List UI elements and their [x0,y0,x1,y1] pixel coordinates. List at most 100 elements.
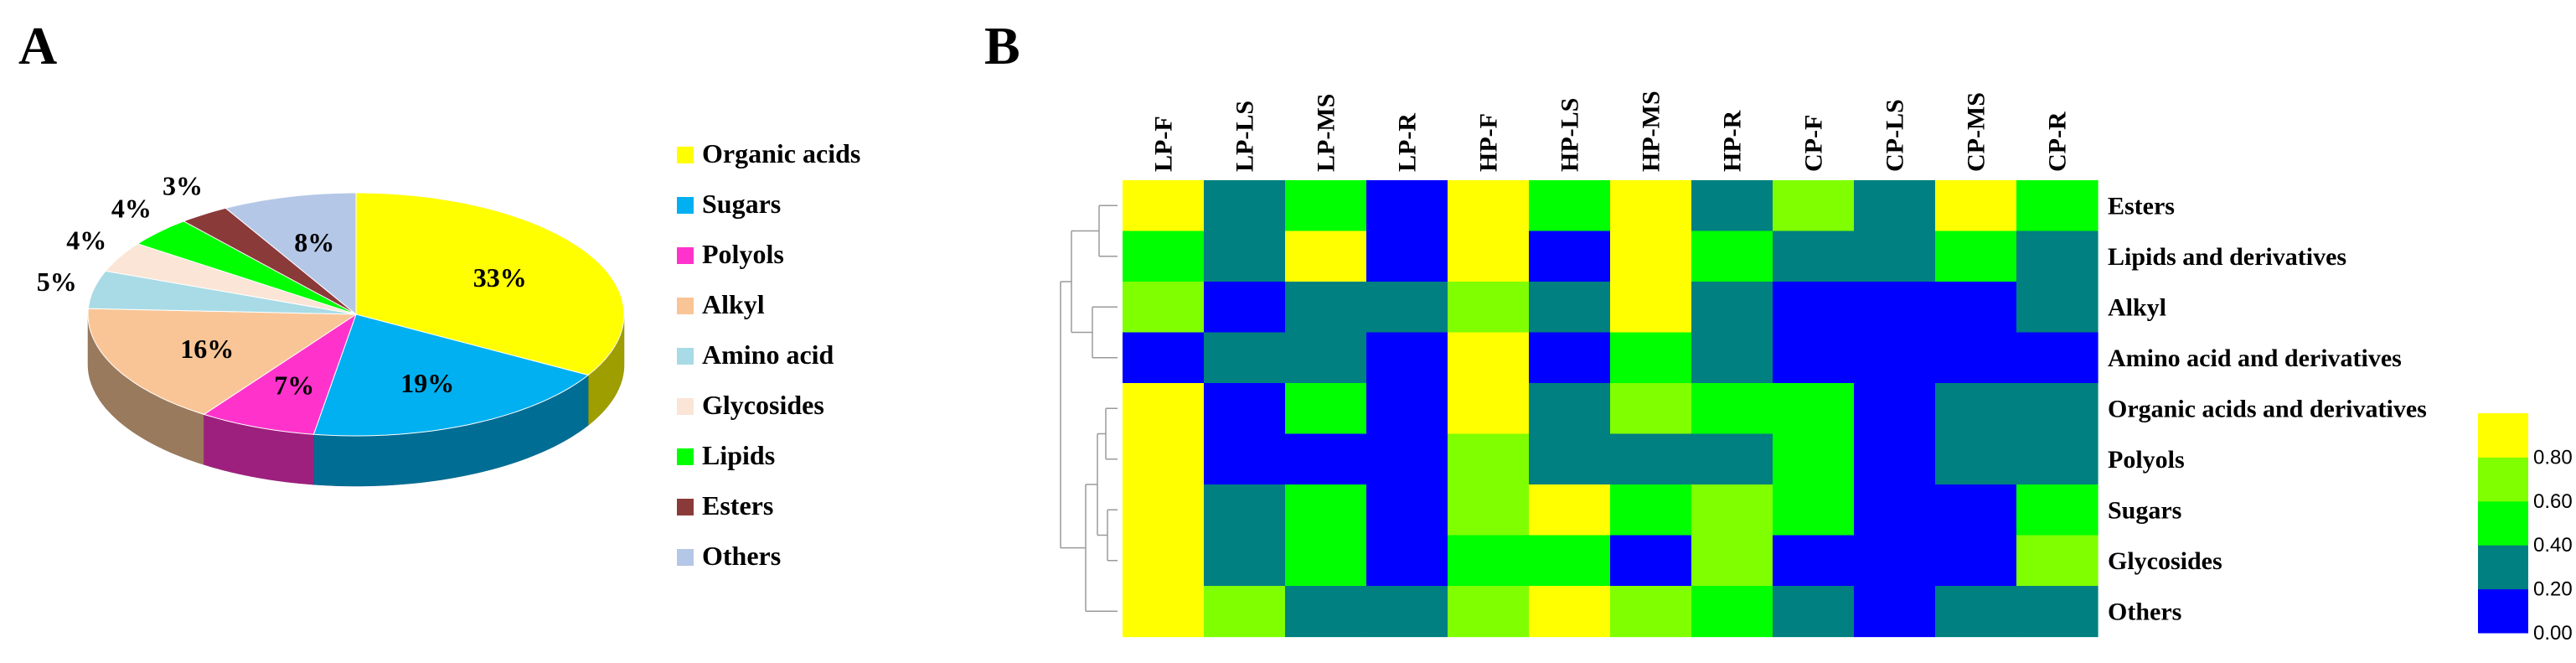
heatmap-row-label: Sugars [2108,496,2181,524]
colorbar-segment [2478,545,2528,590]
legend-label: Esters [702,490,773,521]
heatmap-column-label: HP-MS [1638,91,1665,172]
heatmap-cell [1204,332,1286,384]
heatmap-cell [1854,586,1936,638]
heatmap-cell [1854,180,1936,232]
heatmap-row-label: Others [2108,598,2181,625]
colorbar-tick-label: 0.00 [2533,622,2573,645]
pie-legend: Organic acids Sugars Polyols Alkyl Amino aci… [677,138,860,571]
legend-swatch [677,448,694,465]
heatmap-cell [2016,230,2098,282]
heatmap-cell [1773,230,1855,282]
heatmap-cell [1610,332,1692,384]
legend-label: Sugars [702,189,781,219]
heatmap-cell [1691,484,1773,536]
legend-label: Organic acids [702,138,860,168]
heatmap-cell [1204,383,1286,435]
heatmap-cell [1691,180,1773,232]
heatmap-column-label: HP-LS [1556,98,1584,172]
heatmap-column-label: LP-LS [1231,101,1259,172]
heatmap-cell [1610,484,1692,536]
legend-swatch [677,147,694,163]
heatmap-cell [1204,586,1286,638]
heatmap-cell [1691,433,1773,485]
heatmap-cell [1529,535,1611,587]
heatmap-cell [1123,282,1205,334]
heatmap-cell [1854,332,1936,384]
heatmap-row-label: Alkyl [2108,293,2166,321]
heatmap: LP-F LP-LS LP-MS LP-R HP-F HP-LS HP-MS HP-R CP-F… [1123,91,2427,638]
heatmap-cell [1448,332,1530,384]
heatmap-cell [1773,282,1855,334]
heatmap-cell [1448,282,1530,334]
legend-label: Lipids [702,440,775,470]
heatmap-cell [2016,332,2098,384]
heatmap-cell [1773,433,1855,485]
pie-slice-esters [183,207,357,315]
heatmap-cell [1529,230,1611,282]
pie-value-label: 7% [274,370,314,401]
heatmap-column-label: LP-R [1394,113,1422,172]
heatmap-cell [1773,586,1855,638]
heatmap-cell [1691,586,1773,638]
heatmap-cell [1935,282,2017,334]
pie-value-label: 4% [66,225,106,256]
heatmap-cell [1529,383,1611,435]
heatmap-cell [1854,535,1936,587]
heatmap-column-label: LP-F [1150,116,1178,172]
heatmap-cell [1285,180,1367,232]
heatmap-row-label: Polyols [2108,446,2185,474]
pie-value-label: 19% [400,368,454,398]
heatmap-cell [1285,230,1367,282]
heatmap-column-label: CP-LS [1882,99,1909,172]
pie-value-label: 8% [294,227,334,257]
heatmap-cell [1123,586,1205,638]
heatmap-cell [1285,282,1367,334]
heatmap-cell [1366,282,1448,334]
heatmap-row-label: Esters [2108,192,2175,220]
heatmap-cell [1935,332,2017,384]
heatmap-cell [1610,586,1692,638]
heatmap-cell [1285,332,1367,384]
heatmap-cell [2016,535,2098,587]
heatmap-cell [1854,383,1936,435]
heatmap-cell [1204,535,1286,587]
pie-value-label: 16% [180,334,234,364]
heatmap-cell [1529,332,1611,384]
heatmap-cell [1366,180,1448,232]
legend-label: Others [702,541,781,571]
heatmap-cell [1691,535,1773,587]
heatmap-cell [1773,180,1855,232]
heatmap-cell [1285,484,1367,536]
colorbar-tick-label: 0.80 [2533,446,2573,469]
pie-slice-sugars [312,313,590,437]
legend-swatch [677,348,694,365]
heatmap-cell [1935,230,2017,282]
pie-value-label: 33% [473,262,527,293]
heatmap-cell [1123,433,1205,485]
heatmap-column-label: HP-R [1719,110,1747,172]
pie-slice-polyols [203,313,357,435]
heatmap-cell [2016,484,2098,536]
heatmap-cell [1204,433,1286,485]
heatmap-cell [1285,586,1367,638]
heatmap-cell [1773,383,1855,435]
heatmap-cell [1204,282,1286,334]
heatmap-cell [1123,383,1205,435]
heatmap-cell [1854,484,1936,536]
heatmap-cell [1610,282,1692,334]
heatmap-cell [1610,383,1692,435]
heatmap-cell [1285,535,1367,587]
heatmap-cell [2016,586,2098,638]
heatmap-cell [1123,332,1205,384]
heatmap-cell [1366,586,1448,638]
pie-value-label: 4% [111,194,152,224]
heatmap-row-label: Organic acids and derivatives [2108,395,2427,422]
heatmap-cell [1610,230,1692,282]
heatmap-cell [1285,433,1367,485]
heatmap-cell [2016,282,2098,334]
heatmap-cell [1773,332,1855,384]
legend-swatch [677,197,694,214]
pie-value-label: 3% [163,171,203,201]
legend-swatch [677,398,694,415]
